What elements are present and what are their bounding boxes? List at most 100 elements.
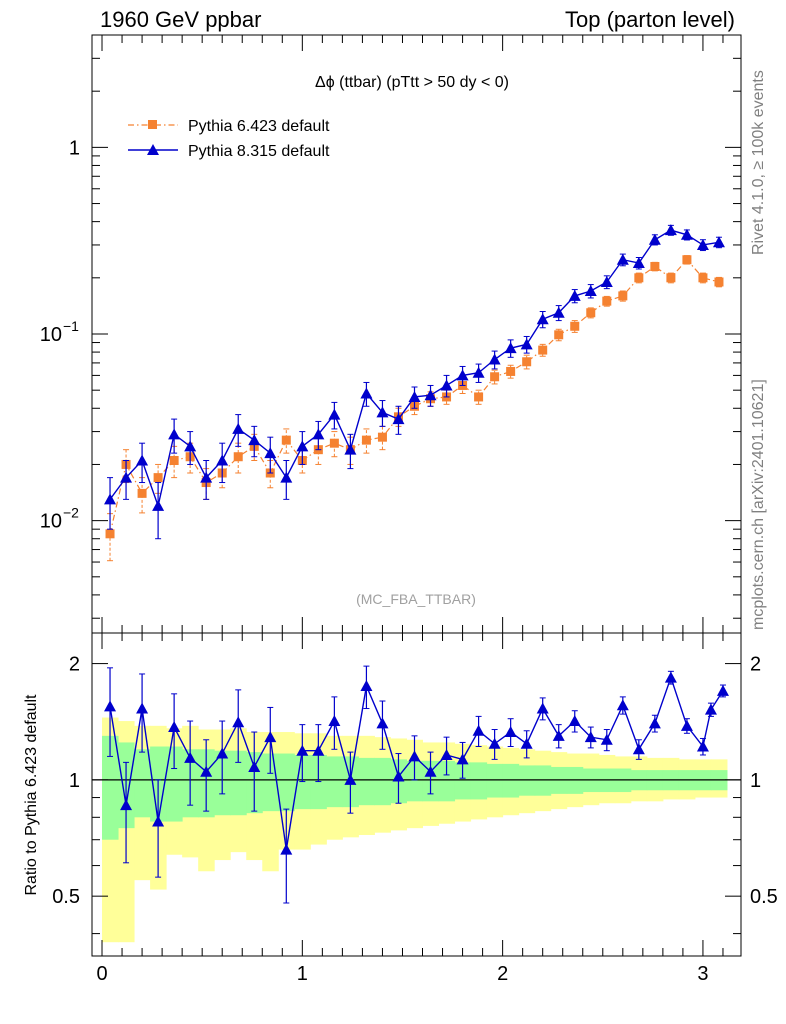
data-point-pythia8	[424, 389, 437, 401]
ratio-point-pythia8	[120, 799, 133, 811]
ratio-point-pythia8	[704, 703, 717, 715]
series-line-pythia6	[109, 258, 720, 534]
data-point-pythia8	[632, 257, 645, 269]
data-point-pythia8	[696, 238, 709, 250]
ratio-point-pythia8	[716, 684, 729, 696]
xtick-label: 0	[96, 963, 107, 985]
header-right: Top (parton level)	[565, 7, 735, 32]
ratio-band-inner	[518, 765, 536, 796]
series-line-pythia8	[109, 229, 720, 509]
xtick-label: 2	[497, 963, 508, 985]
ratio-point-pythia8	[648, 717, 661, 729]
data-point-pythia8	[392, 413, 405, 425]
data-point-pythia8	[600, 275, 613, 287]
ratio-band-inner	[454, 762, 472, 800]
ratio-point-pythia8	[184, 751, 197, 763]
data-point-pythia6	[650, 261, 660, 271]
ratio-ytick-label-left: 1	[69, 770, 80, 792]
ratio-ytick-label-right: 2	[750, 654, 761, 676]
data-point-pythia6	[554, 330, 564, 340]
ratio-axes-group: 2 2 1 1 0.5 0.5	[52, 654, 778, 935]
legend-label-pythia8: Pythia 8.315 default	[188, 143, 330, 160]
ratio-ylabel: Ratio to Pythia 6.423 default	[23, 694, 40, 896]
ratio-point-pythia8	[584, 731, 597, 743]
ratio-band-inner	[166, 746, 183, 822]
ratio-point-pythia8	[360, 679, 373, 691]
data-point-pythia8	[328, 408, 341, 420]
ratio-point-pythia8	[200, 765, 213, 777]
data-point-pythia6	[618, 291, 628, 301]
data-point-pythia8	[360, 387, 373, 399]
ratio-band-inner	[326, 756, 343, 808]
ratio-band-inner	[102, 735, 119, 840]
data-point-pythia8	[184, 440, 197, 452]
ratio-point-pythia8	[616, 699, 629, 711]
legend-entry-pythia8: Pythia 8.315 default	[128, 143, 330, 160]
main-ytick-exponent: −1	[63, 318, 79, 334]
ratio-band-inner	[534, 765, 552, 796]
data-point-pythia8	[504, 342, 517, 354]
ratio-point-pythia8	[600, 733, 613, 745]
ratio-point-pythia8	[472, 724, 485, 736]
ratio-band-inner	[374, 757, 391, 806]
ratio-band-inner	[502, 763, 520, 798]
data-point-pythia6	[329, 438, 339, 448]
analysis-label: (MC_FBA_TTBAR)	[356, 591, 476, 607]
ratio-ytick-label-right: 1	[750, 770, 761, 792]
data-point-pythia6	[586, 308, 596, 318]
ratio-point-pythia8	[328, 715, 341, 727]
main-panel: 110−110−2 Δϕ (ttbar) (pTtt > 50 dy < 0) …	[40, 34, 742, 634]
xtick-label: 1	[297, 963, 308, 985]
ratio-ytick-label-left: 2	[69, 654, 80, 676]
ratio-point-pythia8	[552, 729, 565, 741]
ratio-ytick-label-left: 0.5	[52, 886, 80, 908]
xtick-label: 3	[697, 963, 708, 985]
data-point-pythia8	[712, 236, 725, 248]
ratio-point-pythia8	[520, 737, 533, 749]
data-point-pythia8	[376, 406, 389, 418]
main-ytick-label: 10	[40, 511, 62, 533]
data-point-pythia6	[538, 345, 548, 355]
ratio-point-pythia8	[392, 770, 405, 782]
side-label-rivet: Rivet 4.1.0, ≥ 100k events	[750, 70, 767, 255]
data-point-pythia8	[152, 499, 165, 511]
ratio-band-inner	[358, 757, 375, 806]
legend-label-pythia6: Pythia 6.423 default	[188, 118, 330, 135]
ratio-point-pythia8	[696, 740, 709, 752]
ratio-point-pythia8	[408, 750, 421, 762]
data-point-pythia6	[666, 273, 676, 283]
ratio-band-inner	[470, 762, 488, 800]
side-label-mcplots: mcplots.cern.ch [arXiv:2401.10621]	[750, 379, 767, 630]
ratio-point-pythia8	[280, 843, 293, 855]
ratio-band-inner	[438, 760, 456, 802]
ratio-point-pythia8	[216, 747, 229, 759]
data-point-pythia6	[682, 255, 692, 265]
ratio-point-pythia8	[152, 815, 165, 827]
ratio-point-pythia8	[488, 737, 501, 749]
data-point-pythia8	[552, 306, 565, 318]
ratio-point-pythia8	[232, 716, 245, 728]
legend-marker-square	[148, 120, 157, 129]
ratio-point-pythia8	[376, 717, 389, 729]
data-point-pythia6	[698, 273, 708, 283]
data-point-pythia8	[616, 253, 629, 265]
ratio-point-pythia8	[296, 744, 309, 756]
data-point-pythia6	[474, 392, 484, 402]
main-axes-group: 110−110−2	[40, 34, 741, 619]
data-point-pythia6	[169, 455, 179, 465]
main-ytick-label: 10	[40, 324, 62, 346]
data-point-pythia8	[168, 428, 181, 440]
header-left: 1960 GeV ppbar	[100, 7, 261, 32]
ratio-panel: 2 2 1 1 0.5 0.5 Ratio to Pythia 6.423 default	[23, 632, 778, 957]
data-point-pythia6	[361, 435, 371, 445]
ratio-point-pythia8	[568, 715, 581, 727]
data-point-pythia6	[233, 452, 243, 462]
data-point-pythia8	[648, 233, 661, 245]
ratio-band-inner	[134, 749, 151, 818]
data-point-pythia8	[232, 422, 245, 434]
ratio-point-pythia8	[632, 743, 645, 755]
data-point-pythia8	[472, 366, 485, 378]
ratio-point-pythia8	[344, 773, 357, 785]
main-series-group	[104, 224, 725, 562]
